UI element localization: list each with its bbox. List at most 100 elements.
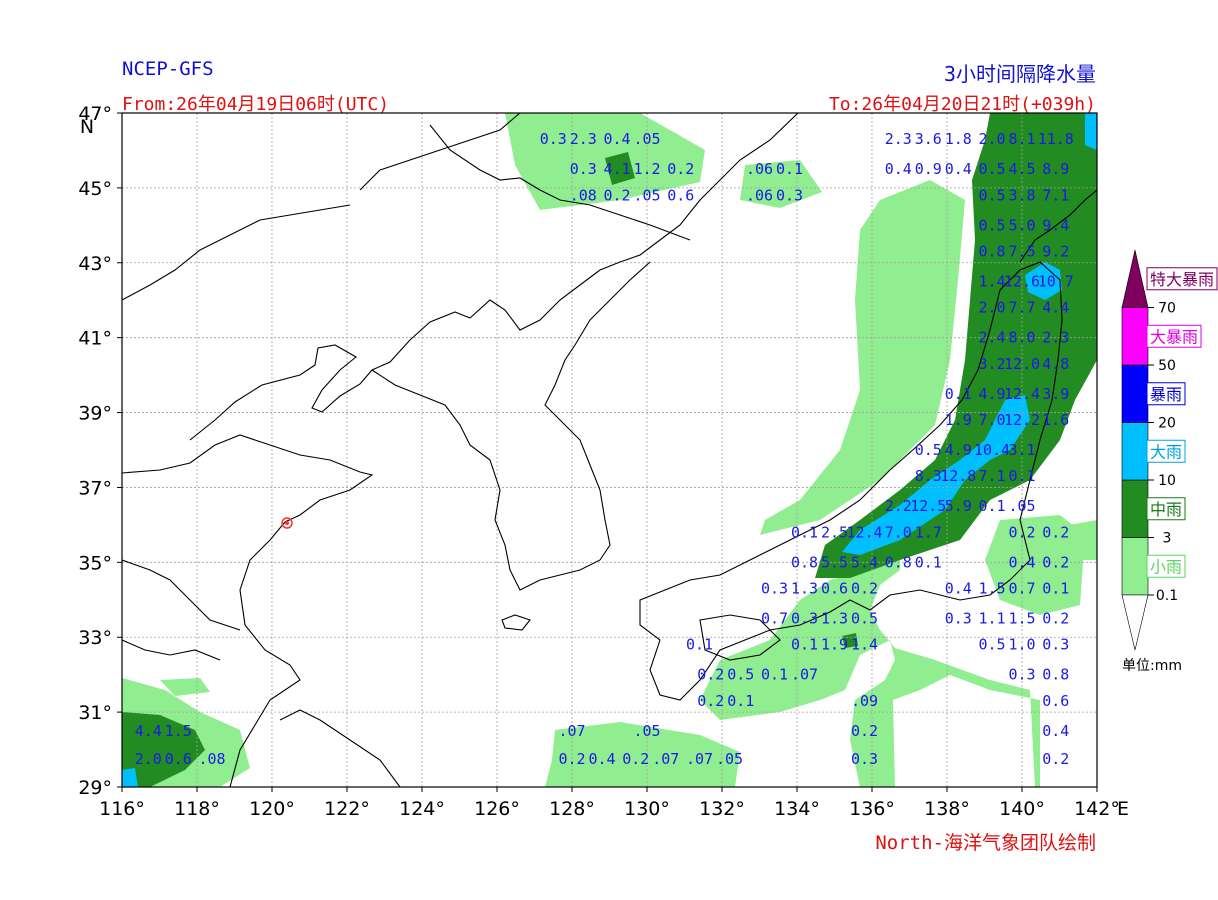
precip-value: 2.3	[885, 130, 912, 148]
lat-tick-label: 31°	[78, 702, 112, 724]
precip-value: 0.3	[945, 610, 972, 628]
legend-unit: 单位:mm	[1122, 658, 1182, 674]
lon-tick-label: 118°	[174, 798, 220, 820]
lat-tick-label: 41°	[78, 328, 112, 350]
precip-value: 1.4	[978, 273, 1005, 291]
precip-value: 0.2	[697, 692, 724, 710]
lon-tick-label: 122°	[324, 798, 370, 820]
legend-swatch	[1121, 364, 1149, 423]
precip-value: 0.3	[1008, 666, 1035, 684]
precip-value: 12.6	[1004, 273, 1040, 291]
precip-value: 7.7	[1008, 299, 1035, 317]
precip-value: .06	[746, 186, 773, 204]
precip-value: 0.5	[851, 610, 878, 628]
precip-value: 1.4	[851, 636, 878, 654]
light-rain-area	[160, 678, 210, 696]
precip-value: 1.8	[945, 130, 972, 148]
precip-value: 0.1	[791, 636, 818, 654]
heavy-rain-area	[122, 768, 138, 787]
precip-value: 0.1	[791, 523, 818, 541]
precip-value: 0.1	[761, 666, 788, 684]
plot-frame	[121, 112, 1098, 788]
precip-value: 0.5	[978, 160, 1005, 178]
precip-value: 1.6	[1042, 411, 1069, 429]
precip-value: 0.2	[697, 666, 724, 684]
precip-value: 0.3	[540, 130, 567, 148]
precip-value: .07	[558, 722, 585, 740]
precip-value: 3.8	[1008, 186, 1035, 204]
precip-value: 4.5	[1008, 160, 1035, 178]
precip-value: 0.8	[885, 553, 912, 571]
precip-value: 0.2	[1008, 523, 1035, 541]
lon-tick-label: 134°	[774, 798, 820, 820]
precip-value: 1.5	[165, 722, 192, 740]
precip-value: 0.7	[761, 610, 788, 628]
lon-tick-label: 128°	[549, 798, 595, 820]
legend-swatch	[1121, 307, 1149, 366]
precip-value: 7.1	[978, 467, 1005, 485]
precip-value: 5.5	[821, 553, 848, 571]
precip-value: 0.8	[1042, 666, 1069, 684]
lon-tick-label: 138°	[924, 798, 970, 820]
precip-value: 2.0	[978, 130, 1005, 148]
lon-tick-label: 124°	[399, 798, 445, 820]
light-rain-area	[700, 113, 1097, 787]
legend-category-box	[1146, 439, 1186, 463]
legend-threshold: 3	[1163, 531, 1172, 547]
legend-category-box	[1146, 497, 1186, 521]
moderate-rain-area	[842, 633, 858, 648]
precip-value: .07	[652, 750, 679, 768]
precip-value: .05	[633, 722, 660, 740]
precip-value: 5.0	[1008, 216, 1035, 234]
precip-value: 0.6	[165, 750, 192, 768]
precip-value: 0.4	[588, 750, 615, 768]
lon-tick-label: 120°	[249, 798, 295, 820]
heavy-rain-area	[1025, 262, 1062, 300]
precip-value: 2.3	[1042, 329, 1069, 347]
lat-tick-label: 47°	[78, 103, 112, 125]
precip-value: 7.0	[978, 411, 1005, 429]
precip-shading	[122, 113, 1097, 787]
legend-threshold: 0.1	[1156, 588, 1178, 604]
precip-value: 12.8	[940, 467, 976, 485]
legend-category: 中雨	[1150, 500, 1182, 519]
precip-value: 4.8	[1042, 355, 1069, 373]
lon-tick-label: 130°	[624, 798, 670, 820]
precip-value: 0.3	[570, 160, 597, 178]
lon-suffix: E	[1117, 798, 1129, 820]
legend-low-triangle	[1121, 594, 1149, 651]
lat-tick-label: 33°	[78, 627, 112, 649]
precip-value: 0.4	[885, 160, 912, 178]
precip-value: 0.5	[978, 636, 1005, 654]
precip-value: 0.8	[791, 553, 818, 571]
precip-value: 0.4	[945, 580, 972, 598]
precip-value: 8.9	[1042, 160, 1069, 178]
lon-tick-label: 142°	[1074, 798, 1120, 820]
legend-threshold: 10	[1158, 473, 1176, 489]
legend-swatch	[1121, 422, 1149, 481]
precip-value: 12.4	[1004, 385, 1040, 403]
lat-tick-label: 37°	[78, 477, 112, 499]
precip-value: 0.2	[1042, 553, 1069, 571]
precip-value: 12.4	[846, 523, 882, 541]
precip-values: 0.3 2.3 0.4.050.3 4.1 1.2 0.2.08 0.2.05 0.6.06 0…	[135, 130, 1074, 768]
precip-value: 5.9	[945, 497, 972, 515]
legend-threshold: 70	[1158, 301, 1176, 317]
precip-value: 1.2	[633, 160, 660, 178]
precip-value: 12.5	[910, 497, 946, 515]
precip-value: 3.1	[1008, 441, 1035, 459]
precip-value: 7.5	[1008, 243, 1035, 261]
legend-category-box	[1146, 382, 1186, 406]
precip-value: 2.3	[570, 130, 597, 148]
precip-value: 1.5	[1008, 610, 1035, 628]
lon-tick-label: 126°	[474, 798, 520, 820]
precip-value: 4.1	[603, 160, 630, 178]
precip-value: 0.9	[915, 160, 942, 178]
precip-value: 7.1	[1042, 186, 1069, 204]
precip-value: 8.3	[915, 467, 942, 485]
legend-category-box	[1146, 554, 1186, 578]
lat-tick-label: 29°	[78, 777, 112, 799]
precip-value: 2.0	[978, 299, 1005, 317]
precip-value: 0.2	[1042, 610, 1069, 628]
